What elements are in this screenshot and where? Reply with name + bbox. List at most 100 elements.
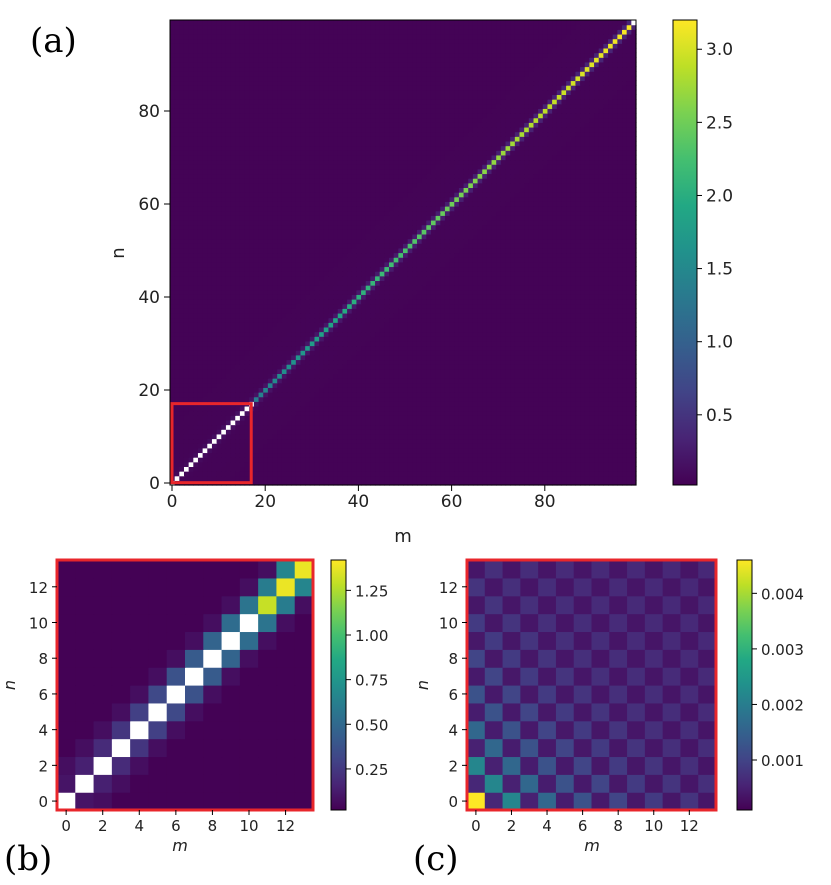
heatmap-a-cell bbox=[314, 475, 320, 481]
heatmap-a-cell bbox=[552, 401, 558, 407]
heatmap-a-cell bbox=[179, 340, 185, 347]
heatmap-a-cell bbox=[617, 312, 623, 319]
heatmap-a-cell bbox=[305, 289, 311, 295]
heatmap-a-cell bbox=[333, 345, 339, 351]
heatmap-a-cell bbox=[524, 294, 530, 300]
heatmap-a-cell bbox=[193, 452, 199, 458]
heatmap-a-cell bbox=[295, 452, 302, 458]
heatmap-a-cell bbox=[370, 443, 376, 449]
heatmap-a-cell bbox=[500, 429, 507, 435]
heatmap-a-cell bbox=[552, 447, 558, 454]
heatmap-a-cell bbox=[496, 405, 502, 412]
heatmap-a-cell bbox=[505, 415, 511, 421]
heatmap-a-cell bbox=[351, 303, 357, 309]
heatmap-a-cell bbox=[458, 340, 465, 347]
heatmap-a-cell bbox=[365, 475, 371, 481]
heatmap-a-cell bbox=[612, 299, 618, 305]
heatmap-a-cell bbox=[416, 261, 423, 268]
heatmap-a-cell bbox=[319, 252, 325, 258]
heatmap-a-cell bbox=[407, 317, 413, 323]
heatmap-a-cell bbox=[524, 326, 530, 333]
heatmap-a-cell bbox=[389, 396, 395, 402]
heatmap-a-cell bbox=[370, 471, 376, 477]
heatmap-a-cell bbox=[491, 373, 497, 379]
heatmap-a-cell bbox=[333, 326, 339, 333]
heatmap-a-cell bbox=[482, 354, 488, 361]
heatmap-a-cell bbox=[314, 471, 320, 477]
heatmap-a-cell bbox=[580, 257, 586, 263]
heatmap-a-cell bbox=[566, 271, 572, 277]
heatmap-a-cell bbox=[505, 410, 511, 416]
heatmap-a-cell bbox=[314, 373, 320, 379]
heatmap-a-cell bbox=[468, 447, 474, 454]
heatmap-a-cell bbox=[430, 294, 437, 300]
heatmap-a-cell bbox=[375, 364, 381, 370]
heatmap-a-cell bbox=[202, 326, 208, 333]
heatmap-a-cell bbox=[603, 294, 609, 300]
heatmap-a-cell bbox=[603, 424, 609, 430]
heatmap-a-cell bbox=[333, 392, 339, 398]
heatmap-a-cell bbox=[202, 392, 208, 398]
heatmap-a-cell bbox=[216, 285, 222, 291]
heatmap-a-cell bbox=[365, 392, 371, 398]
heatmap-a-cell bbox=[533, 419, 539, 426]
heatmap-a-cell bbox=[235, 452, 241, 458]
heatmap-a-cell bbox=[584, 303, 590, 309]
heatmap-a-cell bbox=[291, 345, 297, 351]
heatmap-a-cell bbox=[524, 457, 530, 463]
heatmap-a-cell bbox=[239, 266, 246, 272]
heatmap-a-cell bbox=[193, 471, 199, 477]
heatmap-a-cell bbox=[440, 466, 446, 472]
heatmap-a-cell bbox=[216, 252, 222, 258]
heatmap-a-cell bbox=[216, 452, 222, 458]
heatmap-a-cell bbox=[347, 415, 353, 421]
heatmap-a-cell bbox=[594, 331, 600, 337]
heatmap-a-cell bbox=[426, 266, 432, 272]
heatmap-a-cell bbox=[319, 424, 325, 430]
heatmap-a-cell bbox=[449, 471, 455, 477]
heatmap-a-cell bbox=[333, 466, 339, 472]
heatmap-a-cell bbox=[458, 461, 465, 467]
heatmap-a-cell bbox=[398, 471, 404, 477]
heatmap-a-cell bbox=[472, 387, 479, 393]
heatmap-a-cell bbox=[235, 271, 241, 277]
heatmap-a-cell bbox=[603, 350, 609, 356]
heatmap-a-cell bbox=[598, 266, 604, 272]
heatmap-a-cell bbox=[608, 322, 614, 328]
heatmap-a-cell bbox=[449, 312, 455, 319]
heatmap-a-cell bbox=[188, 368, 194, 374]
heatmap-a-cell bbox=[556, 317, 563, 323]
heatmap-a-cell bbox=[309, 261, 316, 268]
heatmap-a-cell bbox=[375, 429, 381, 435]
heatmap-a-cell bbox=[249, 373, 255, 379]
heatmap-a-cell bbox=[393, 378, 399, 384]
heatmap-a-cell bbox=[514, 294, 521, 300]
heatmap-a-cell bbox=[179, 312, 185, 319]
heatmap-a-cell bbox=[309, 429, 316, 435]
heatmap-a-cell bbox=[170, 340, 176, 347]
heatmap-a-cell bbox=[337, 308, 344, 314]
heatmap-a-cell bbox=[449, 378, 455, 384]
heatmap-a-cell bbox=[281, 401, 288, 407]
heatmap-a-cell bbox=[183, 303, 190, 309]
heatmap-a-cell bbox=[556, 452, 563, 458]
heatmap-a-cell bbox=[514, 438, 521, 444]
heatmap-a-cell bbox=[365, 294, 371, 300]
heatmap-a-cell bbox=[594, 359, 600, 365]
heatmap-a-cell bbox=[323, 345, 330, 351]
heatmap-a-cell bbox=[608, 345, 614, 351]
heatmap-a-cell bbox=[472, 336, 479, 342]
heatmap-a-cell bbox=[421, 401, 427, 407]
heatmap-a-cell bbox=[333, 289, 339, 295]
heatmap-a-cell bbox=[552, 271, 558, 277]
heatmap-a-cell bbox=[608, 401, 614, 407]
heatmap-a-cell bbox=[510, 308, 516, 314]
heatmap-a-cell bbox=[188, 252, 194, 258]
heatmap-a-cell bbox=[561, 364, 567, 370]
heatmap-a-cell bbox=[235, 429, 241, 435]
heatmap-a-cell bbox=[594, 354, 600, 361]
heatmap-a-cell bbox=[337, 271, 344, 277]
heatmap-a-cell bbox=[323, 326, 330, 333]
heatmap-a-cell bbox=[403, 359, 409, 365]
heatmap-a-cell bbox=[407, 280, 413, 286]
